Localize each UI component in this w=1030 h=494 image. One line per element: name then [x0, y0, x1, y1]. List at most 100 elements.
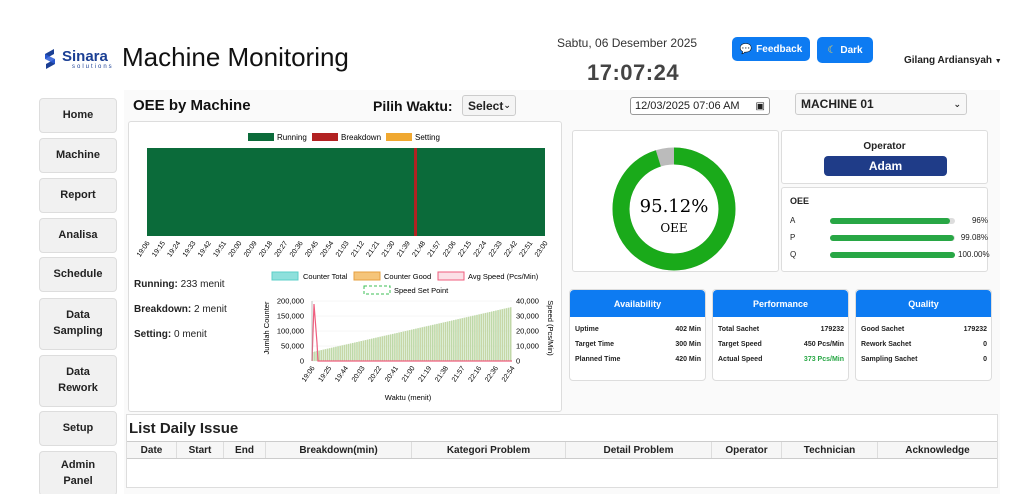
- quality-title: Quality: [856, 290, 991, 317]
- legend-speed-set-point-swatch: [363, 285, 391, 295]
- counter-good-bar: [491, 311, 493, 361]
- dark-label: Dark: [840, 44, 863, 56]
- counter-good-bar: [380, 336, 381, 361]
- counter-good-bar: [415, 328, 417, 361]
- counter-good-bar: [502, 309, 503, 361]
- timeline-tick-label: 20:45: [304, 240, 320, 258]
- counter-good-bar: [346, 344, 348, 361]
- chevron-down-icon: ⌄: [503, 100, 511, 110]
- legend-running: Running: [277, 133, 307, 142]
- running-segment: [147, 148, 545, 236]
- chevron-down-icon: ⌄: [953, 98, 961, 109]
- counter-good-bar: [474, 315, 476, 361]
- sidebar-item-setup[interactable]: Setup: [39, 411, 117, 446]
- gauge-label: OEE: [660, 221, 687, 235]
- counter-good-bar: [479, 314, 480, 361]
- timeline-tick-label: 19:33: [182, 240, 198, 258]
- operator-label: Operator: [863, 141, 906, 152]
- oee-row-label: A: [790, 216, 796, 225]
- col-end[interactable]: End: [224, 442, 266, 458]
- x-tick-label: 21:19: [418, 365, 434, 383]
- metric-key: Rework Sachet: [861, 341, 912, 348]
- dark-mode-button[interactable]: ☾ Dark: [817, 37, 873, 63]
- counter-good-bar: [409, 330, 411, 361]
- counter-good-bar: [378, 337, 379, 361]
- counter-good-bar: [382, 336, 383, 361]
- counter-good-bar: [399, 332, 400, 361]
- timeline-tick-label: 21:57: [427, 240, 443, 258]
- counter-good-bar: [319, 350, 320, 361]
- y2-tick-label: 0: [516, 357, 520, 366]
- sidebar-item-report[interactable]: Report: [39, 178, 117, 213]
- x-tick-label: 21:38: [434, 365, 450, 383]
- x-tick-label: 22:16: [468, 365, 484, 383]
- counter-good-bar: [335, 346, 337, 361]
- sidebar-item-admin-panel[interactable]: Admin Panel: [39, 451, 117, 494]
- counter-good-bar: [504, 308, 505, 361]
- metric-row: Sampling Sachet 0: [861, 356, 987, 363]
- sidebar-item-analisa[interactable]: Analisa: [39, 218, 117, 253]
- counter-good-bar: [363, 340, 364, 361]
- oee-bar-fill: [830, 235, 954, 241]
- oee-row-p: P 99.08%: [790, 232, 990, 244]
- counter-good-bar: [485, 312, 486, 361]
- metric-value: 0: [983, 341, 987, 348]
- machine-select[interactable]: MACHINE 01 ⌄: [795, 93, 967, 115]
- metric-row: Actual Speed 373 Pcs/Min: [718, 356, 844, 363]
- col-technician[interactable]: Technician: [782, 442, 878, 458]
- col-start[interactable]: Start: [177, 442, 224, 458]
- counter-good-bar: [401, 331, 402, 361]
- metric-row: Planned Time 420 Min: [575, 356, 701, 363]
- y2-tick-label: 40,000: [516, 297, 539, 306]
- metric-value: 402 Min: [675, 326, 701, 333]
- stat-running-label: Running:: [134, 279, 178, 290]
- datetime-input[interactable]: 12/03/2025 07:06 AM ▣: [630, 97, 770, 115]
- counter-good-bar: [466, 317, 468, 361]
- gauge-value-arc: [612, 147, 736, 271]
- counter-good-bar: [396, 332, 398, 361]
- metric-row: Target Speed 450 Pcs/Min: [718, 341, 844, 348]
- timeline-tick-label: 20:18: [258, 240, 274, 258]
- counter-good-bar: [428, 325, 430, 361]
- counter-good-bar: [407, 330, 409, 361]
- sidebar-item-data-rework[interactable]: Data Rework: [39, 355, 117, 407]
- legend-counter-good: Counter Good: [384, 272, 431, 281]
- y-tick-label: 150,000: [277, 312, 304, 321]
- sidebar-item-machine[interactable]: Machine: [39, 138, 117, 173]
- counter-good-bar: [373, 338, 375, 361]
- counter-good-bar: [321, 350, 322, 361]
- metric-value: 373 Pcs/Min: [803, 356, 844, 363]
- stat-breakdown: Breakdown: 2 menit: [134, 304, 227, 315]
- app-title: Machine Monitoring: [122, 42, 349, 72]
- x-tick-label: 22:54: [501, 365, 517, 383]
- counter-good-bar: [468, 316, 470, 361]
- legend-avg-speed: Avg Speed (Pcs/Min): [468, 272, 539, 281]
- timeline-tick-label: 21:21: [365, 240, 381, 258]
- counter-good-bar: [361, 341, 362, 361]
- counter-good-bar: [420, 327, 421, 361]
- sidebar-item-schedule[interactable]: Schedule: [39, 257, 117, 292]
- counter-good-bar: [476, 314, 478, 361]
- counter-good-bar: [325, 349, 326, 361]
- feedback-button[interactable]: 💬 Feedback: [732, 37, 810, 61]
- sidebar-item-data-sampling[interactable]: Data Sampling: [39, 298, 117, 350]
- metric-row: Uptime 402 Min: [575, 326, 701, 333]
- performance-title: Performance: [713, 290, 848, 317]
- col-kategori[interactable]: Kategori Problem: [412, 442, 566, 458]
- col-operator[interactable]: Operator: [712, 442, 782, 458]
- time-select[interactable]: Select ⌄: [462, 95, 516, 116]
- oee-title: OEE: [790, 196, 810, 206]
- counter-good-bar: [493, 311, 495, 361]
- availability-card: Availability Uptime 402 Min Target Time 30…: [569, 289, 706, 381]
- metric-key: Sampling Sachet: [861, 356, 918, 363]
- col-breakdown[interactable]: Breakdown(min): [266, 442, 412, 458]
- col-date[interactable]: Date: [127, 442, 177, 458]
- user-menu[interactable]: Gilang Ardiansyah ▼: [904, 55, 1002, 66]
- logo[interactable]: Sinara solutions: [40, 46, 114, 72]
- sidebar-item-home[interactable]: Home: [39, 98, 117, 133]
- time-select-value: Select: [468, 98, 504, 113]
- col-acknowledge[interactable]: Acknowledge: [905, 444, 970, 456]
- metric-value: 179232: [820, 326, 844, 333]
- timeline-tick-label: 23:00: [534, 240, 550, 258]
- col-detail[interactable]: Detail Problem: [566, 442, 712, 458]
